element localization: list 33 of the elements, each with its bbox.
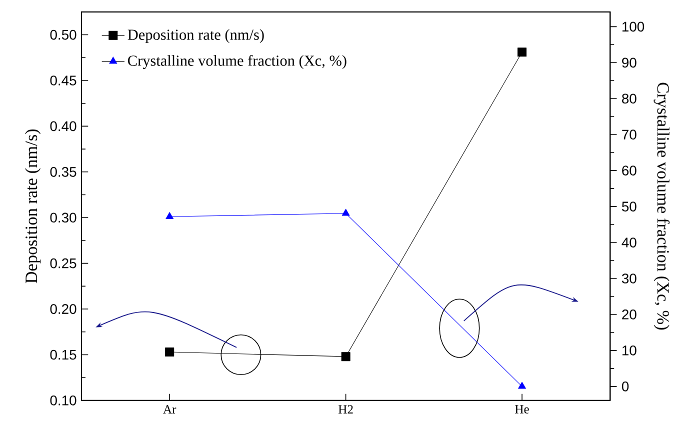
- y2-tick-label: 40: [622, 237, 636, 248]
- legend-label: Deposition rate (nm/s): [128, 28, 264, 43]
- y2-tick-label: 20: [622, 309, 636, 320]
- y2-tick-label: 90: [622, 58, 636, 68]
- y2-axis-title: Crystalline volume fraction (Xc, %): [654, 82, 670, 330]
- y2-tick-label: 30: [622, 273, 636, 284]
- y2-tick-label: 10: [622, 345, 636, 356]
- y-tick-label: 0.20: [50, 304, 76, 314]
- y-tick-label: 0.15: [50, 350, 76, 360]
- y-tick-label: 0.30: [50, 212, 76, 222]
- x-tick-label: H2: [338, 404, 353, 414]
- point: [518, 382, 526, 389]
- y2-tick-label: 70: [622, 130, 636, 140]
- y-tick-label: 0.40: [50, 121, 76, 131]
- y2-tick-label: 0: [622, 381, 629, 392]
- legend-label: Crystalline volume fraction (Xc, %): [128, 54, 346, 69]
- y2-tick-label: 80: [622, 94, 636, 104]
- y-axis-title: Deposition rate (nm/s): [25, 129, 41, 284]
- point: [341, 352, 350, 361]
- y-tick-label: 0.25: [50, 258, 76, 268]
- y-tick-label: 0.10: [50, 395, 76, 406]
- y2-tick-label: 60: [622, 166, 636, 176]
- point: [518, 47, 527, 56]
- y-tick-label: 0.50: [50, 30, 76, 40]
- y2-tick-label: 100: [622, 22, 644, 32]
- y-tick-label: 0.45: [50, 75, 76, 86]
- point: [165, 347, 174, 356]
- x-tick-label: He: [515, 404, 529, 414]
- y-tick-label: 0.35: [50, 166, 76, 177]
- point: [342, 208, 350, 216]
- y2-tick-label: 50: [622, 201, 636, 212]
- point: [166, 212, 174, 219]
- x-tick-label: Ar: [163, 404, 176, 414]
